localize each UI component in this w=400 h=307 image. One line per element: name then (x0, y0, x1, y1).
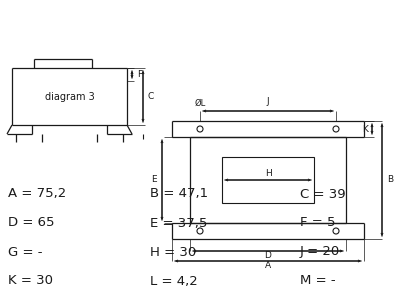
Text: D = 65: D = 65 (8, 216, 54, 230)
Text: M = -: M = - (300, 274, 336, 287)
Text: L = 4,2: L = 4,2 (150, 274, 198, 287)
Text: F: F (137, 70, 142, 79)
Text: G = -: G = - (8, 246, 42, 258)
Text: E: E (151, 176, 157, 185)
Text: K = 30: K = 30 (8, 274, 53, 287)
Text: C = 39: C = 39 (300, 188, 346, 200)
Text: C: C (148, 92, 154, 101)
Text: B: B (387, 176, 393, 185)
Text: K: K (362, 125, 368, 134)
Text: F = 5: F = 5 (300, 216, 336, 230)
Text: J = 20: J = 20 (300, 246, 340, 258)
Text: H = 30: H = 30 (150, 246, 196, 258)
Text: E = 37,5: E = 37,5 (150, 216, 207, 230)
Bar (222, 157, 314, 203)
Text: J: J (267, 97, 269, 106)
Text: diagram 3: diagram 3 (45, 91, 94, 102)
Text: D: D (264, 251, 272, 261)
Text: ØL: ØL (194, 99, 206, 108)
Text: A: A (265, 262, 271, 270)
Text: B = 47,1: B = 47,1 (150, 188, 208, 200)
Text: A = 75,2: A = 75,2 (8, 188, 66, 200)
Text: H: H (265, 169, 271, 178)
